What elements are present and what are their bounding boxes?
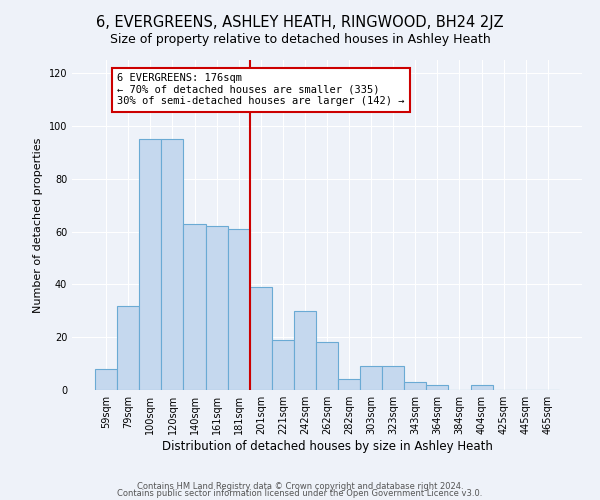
- Bar: [227, 229, 250, 390]
- Text: 6, EVERGREENS, ASHLEY HEATH, RINGWOOD, BH24 2JZ: 6, EVERGREENS, ASHLEY HEATH, RINGWOOD, B…: [96, 15, 504, 30]
- Bar: [161, 139, 184, 390]
- Bar: [338, 380, 360, 390]
- Bar: [294, 311, 316, 390]
- Text: Size of property relative to detached houses in Ashley Heath: Size of property relative to detached ho…: [110, 32, 490, 46]
- Bar: [360, 366, 382, 390]
- Bar: [404, 382, 427, 390]
- Bar: [470, 384, 493, 390]
- Bar: [206, 226, 227, 390]
- Bar: [272, 340, 294, 390]
- Bar: [382, 366, 404, 390]
- Text: Contains public sector information licensed under the Open Government Licence v3: Contains public sector information licen…: [118, 490, 482, 498]
- X-axis label: Distribution of detached houses by size in Ashley Heath: Distribution of detached houses by size …: [161, 440, 493, 453]
- Bar: [117, 306, 139, 390]
- Text: 6 EVERGREENS: 176sqm
← 70% of detached houses are smaller (335)
30% of semi-deta: 6 EVERGREENS: 176sqm ← 70% of detached h…: [117, 73, 405, 106]
- Bar: [139, 139, 161, 390]
- Bar: [184, 224, 206, 390]
- Bar: [250, 287, 272, 390]
- Y-axis label: Number of detached properties: Number of detached properties: [33, 138, 43, 312]
- Bar: [95, 369, 117, 390]
- Bar: [427, 384, 448, 390]
- Text: Contains HM Land Registry data © Crown copyright and database right 2024.: Contains HM Land Registry data © Crown c…: [137, 482, 463, 491]
- Bar: [316, 342, 338, 390]
